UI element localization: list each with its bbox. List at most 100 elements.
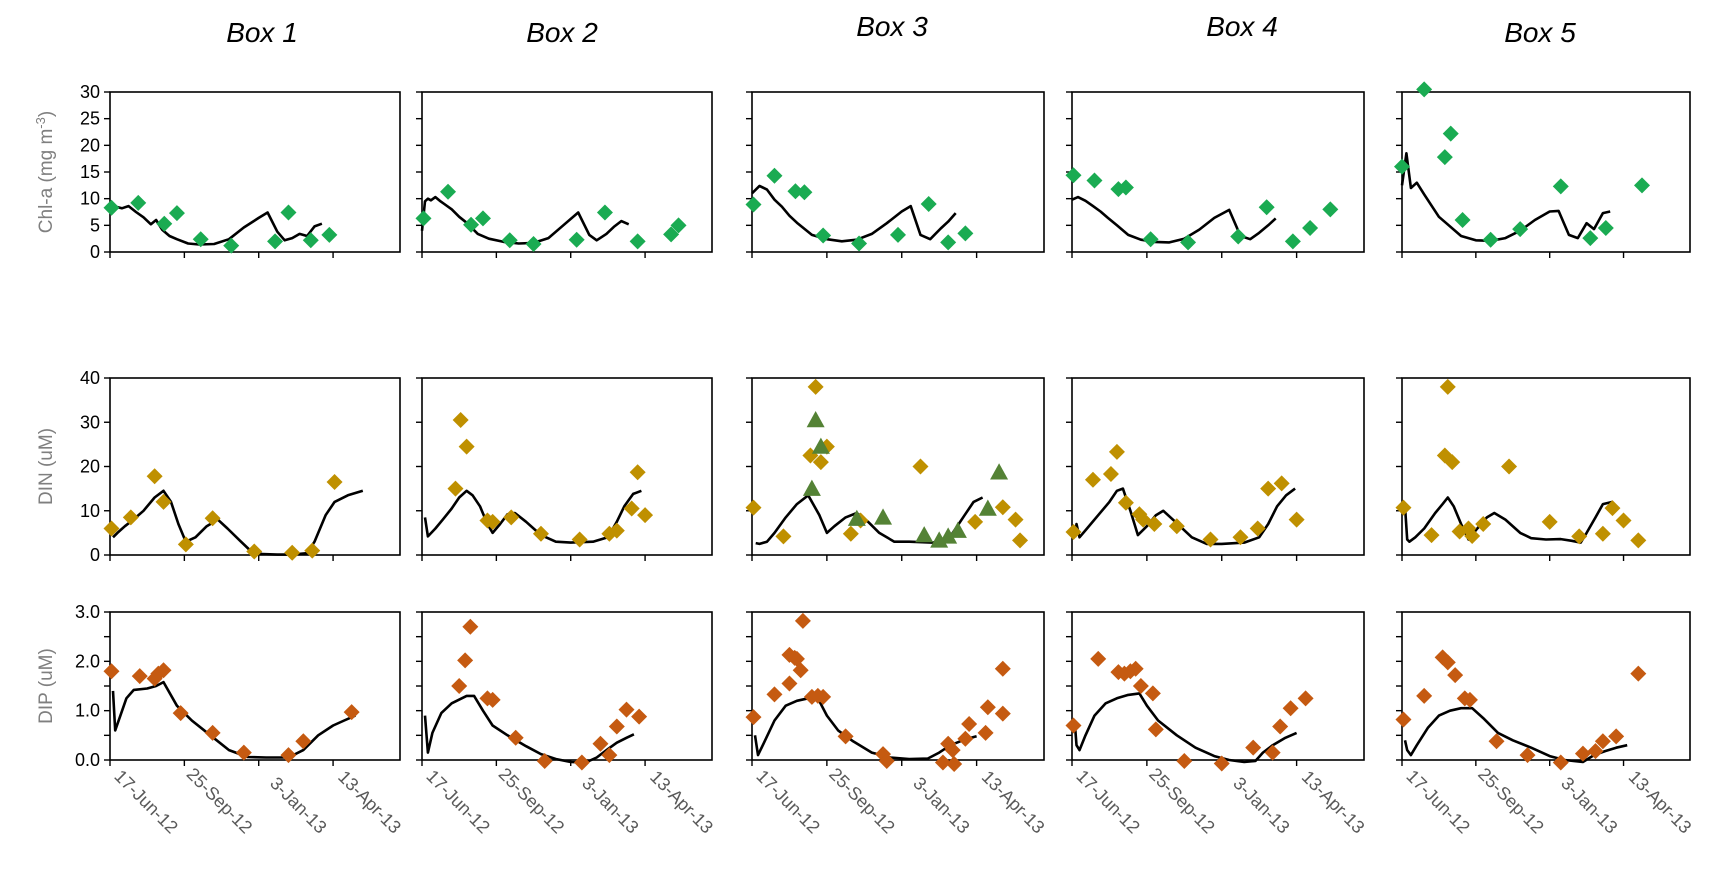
panel-chl-box4 — [1065, 91, 1365, 258]
observation-point — [806, 411, 825, 428]
plot-frame — [1071, 377, 1365, 556]
observation-point — [1594, 733, 1611, 750]
y-axis-label-din: DIN (uM) — [36, 428, 57, 505]
observation-point — [1249, 520, 1266, 537]
observation-point — [934, 754, 951, 771]
observation-point — [343, 704, 360, 721]
y-tick-label: 0.0 — [75, 750, 100, 770]
panel-din-box3 — [745, 377, 1045, 561]
y-tick-label: 10 — [80, 189, 100, 209]
x-tick-label: 3-Jan-13 — [266, 773, 330, 837]
y-tick-label: 0 — [90, 242, 100, 262]
y-tick-label: 0 — [90, 545, 100, 565]
observation-point — [295, 733, 312, 750]
model-line — [1073, 487, 1296, 546]
observation-point — [1007, 511, 1024, 528]
observation-point — [1394, 158, 1410, 175]
observation-point — [994, 499, 1011, 516]
model-line — [423, 694, 635, 764]
x-tick-label: 13-Apr-13 — [1625, 767, 1696, 838]
x-tick-label: 17-Jun-12 — [110, 766, 181, 837]
observation-point — [103, 520, 120, 537]
observation-point — [1634, 177, 1650, 194]
observation-point — [637, 507, 654, 524]
observation-point — [1552, 178, 1569, 195]
x-tick-label: 13-Apr-13 — [646, 767, 717, 838]
panel-din-box2 — [416, 377, 713, 561]
plot-frame — [109, 377, 401, 556]
observation-point — [568, 231, 585, 248]
panel-din-box1: 0 10 20 30 40 — [80, 368, 401, 565]
observation-point — [103, 663, 120, 680]
observation-point — [1146, 516, 1163, 533]
observation-point — [1571, 528, 1588, 545]
observation-point — [1512, 221, 1529, 238]
observation-point — [1488, 733, 1505, 750]
observation-point — [447, 480, 464, 497]
panel-dip-box1: 0.0 1.0 2.0 3.0 17-Jun-12 25-Sep-12 3-Jan-13 13… — [75, 602, 405, 837]
x-tick-label: 13-Apr-13 — [1298, 767, 1369, 838]
observation-point — [878, 752, 895, 769]
observation-point — [592, 735, 609, 752]
observation-point — [304, 542, 321, 559]
observation-point — [946, 755, 963, 772]
model-line — [1071, 195, 1277, 244]
observation-point — [920, 196, 937, 212]
observation-point — [1117, 179, 1134, 196]
observation-point — [321, 226, 338, 243]
observation-point — [525, 236, 542, 252]
observation-point — [1180, 234, 1197, 251]
observation-point — [874, 508, 893, 525]
x-tick-label: 25-Sep-12 — [183, 764, 257, 838]
observation-point — [1065, 523, 1082, 540]
y-axis-label-superscript: -3 — [33, 117, 48, 129]
observation-point — [1284, 233, 1301, 250]
x-tick-label: 17-Jun-12 — [1072, 766, 1143, 837]
observation-point — [122, 509, 139, 526]
observation-point — [940, 234, 957, 251]
panels: 0 5 10 15 20 25 30 0 10 20 30 40 0.0 1.0 2.0 3.0 17-Jun-… — [75, 81, 1695, 837]
observation-point — [1147, 721, 1164, 738]
observation-point — [130, 194, 147, 211]
y-tick-label: 15 — [80, 162, 100, 182]
observation-point — [1213, 755, 1230, 772]
observation-point — [155, 662, 172, 679]
observation-point — [1630, 665, 1647, 682]
plot-frame — [421, 91, 713, 253]
observation-point — [1245, 739, 1262, 756]
panel-chl-box1: 0 5 10 15 20 25 30 — [80, 82, 401, 262]
observation-point — [458, 438, 475, 455]
observation-point — [1464, 527, 1481, 544]
observation-point — [796, 184, 813, 201]
panel-chl-box5 — [1394, 81, 1691, 258]
observation-point — [939, 527, 958, 544]
observation-point — [326, 473, 343, 490]
observation-point — [788, 650, 805, 667]
observation-point — [766, 167, 783, 184]
observation-point — [781, 675, 798, 692]
observation-point — [1541, 513, 1558, 530]
model-line — [112, 489, 364, 556]
panel-dip-box3: 17-Jun-12 25-Sep-12 3-Jan-13 13-Apr-13 — [745, 611, 1048, 837]
box-title-3: Box 3 — [856, 11, 928, 42]
observation-point — [912, 458, 929, 475]
observation-point — [1108, 443, 1125, 460]
observation-point — [775, 528, 792, 545]
y-tick-label: 3.0 — [75, 602, 100, 622]
observation-point — [1461, 691, 1478, 708]
observation-point — [851, 235, 868, 252]
observation-point — [837, 728, 854, 745]
y-axis-label-chl: Chl-a (mg m-3) — [33, 111, 57, 233]
observation-point — [1597, 220, 1614, 236]
observation-point — [944, 742, 961, 759]
observation-point — [890, 226, 906, 243]
observation-point — [990, 463, 1009, 480]
observation-point — [463, 216, 480, 233]
observation-point — [977, 724, 994, 741]
observation-point — [532, 525, 549, 542]
observation-point — [204, 724, 221, 741]
observation-point — [452, 412, 469, 429]
panel-chl-box2 — [415, 91, 713, 258]
x-tick-label: 3-Jan-13 — [909, 773, 973, 837]
observation-point — [1117, 494, 1134, 511]
